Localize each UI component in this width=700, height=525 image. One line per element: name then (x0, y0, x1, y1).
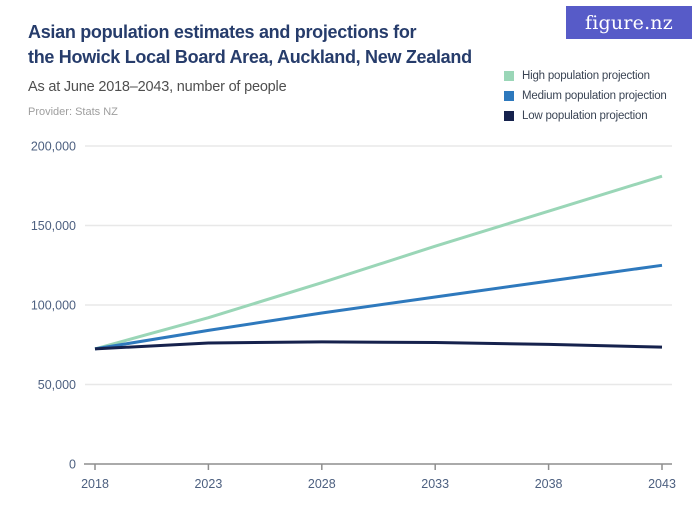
y-tick-label: 50,000 (38, 378, 76, 392)
x-tick-label: 2023 (194, 477, 222, 491)
y-tick-label: 200,000 (31, 140, 76, 154)
x-tick-label: 2033 (421, 477, 449, 491)
y-tick-label: 0 (69, 458, 76, 472)
provider-label: Provider: Stats NZ (28, 106, 118, 118)
figurenz-logo-text: figure.nz (585, 11, 673, 34)
legend-swatch-high-icon (504, 71, 514, 81)
legend-item-low: Low population projection (504, 106, 667, 126)
series-line-high (94, 174, 663, 351)
x-tick-label: 2043 (648, 477, 676, 491)
y-tick-label: 100,000 (31, 299, 76, 313)
legend-label-high: High population projection (522, 70, 650, 82)
series-line-low (94, 340, 663, 351)
series-line-medium (94, 263, 663, 351)
legend-swatch-medium-icon (504, 91, 514, 101)
x-tick-label: 2018 (81, 477, 109, 491)
x-tick-label: 2028 (308, 477, 336, 491)
figurenz-logo[interactable]: figure.nz (566, 6, 692, 39)
chart-subtitle: As at June 2018–2043, number of people (28, 79, 287, 95)
legend-item-medium: Medium population projection (504, 86, 667, 106)
chart-legend: High population projection Medium popula… (504, 66, 667, 126)
legend-label-low: Low population projection (522, 110, 648, 122)
page-title: Asian population estimates and projectio… (28, 22, 472, 67)
legend-label-medium: Medium population projection (522, 90, 667, 102)
y-tick-label: 150,000 (31, 219, 76, 233)
x-tick-label: 2038 (535, 477, 563, 491)
legend-item-high: High population projection (504, 66, 667, 86)
legend-swatch-low-icon (504, 111, 514, 121)
